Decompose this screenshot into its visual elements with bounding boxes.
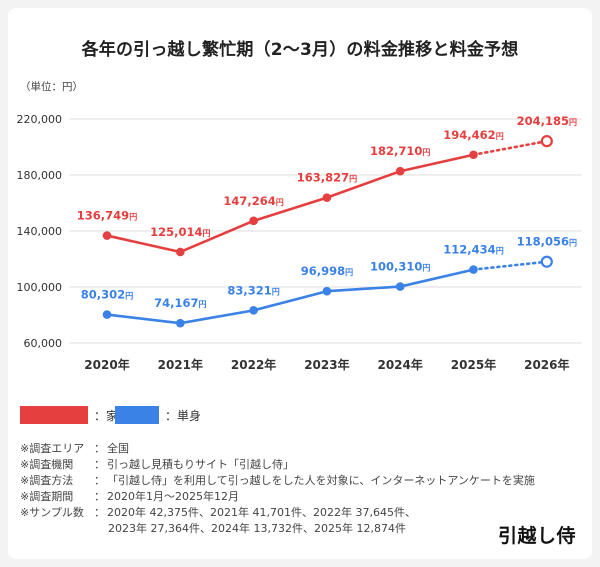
brand-logo: 引越し侍 — [498, 525, 577, 547]
data-label-single: 83,321円 — [227, 283, 279, 297]
data-label-single: 112,434円 — [443, 243, 503, 257]
x-tick-label: 2024年 — [377, 357, 422, 372]
data-point-single — [395, 282, 405, 291]
forecast-line-single — [472, 260, 549, 271]
data-point-single — [249, 306, 258, 315]
legend-item-family: ：家族 — [20, 406, 130, 424]
forecast-line-family — [472, 139, 549, 157]
data-label-family: 125,014円 — [150, 225, 210, 239]
y-tick-label: 180,000 — [17, 169, 63, 182]
data-point-family — [395, 166, 405, 176]
data-point-single — [102, 310, 112, 319]
data-point-family — [249, 216, 258, 226]
survey-notes: ※調査エリア：全国 ※調査機関：引っ越し見積もりサイト「引越し侍」 ※調査方法：… — [20, 441, 535, 537]
data-point-single — [176, 318, 185, 328]
x-tick-label: 2025年 — [451, 357, 496, 372]
note-sample-cont: 2023年 27,364件、2024年 13,732件、2025年 12,874… — [108, 522, 406, 535]
data-label-family: 147,264円 — [223, 194, 283, 208]
y-tick-label: 220,000 — [17, 113, 63, 126]
data-point-family — [322, 193, 332, 202]
data-label-family: 163,827円 — [297, 171, 357, 185]
note-method: ※調査方法：「引越し侍」を利用して引っ越しをした人を対象に、インターネットアンケ… — [20, 474, 535, 487]
data-label-family: 194,462円 — [443, 128, 503, 142]
note-period: ※調査期間： 2020年1月～2025年12月 — [20, 490, 239, 503]
y-tick-label: 100,000 — [17, 281, 63, 294]
data-point-family — [102, 231, 112, 240]
x-tick-label: 2021年 — [158, 357, 203, 372]
data-point-family — [469, 150, 478, 160]
data-label-family: 204,185円 — [517, 114, 577, 128]
unit-label: （単位：円） — [20, 81, 83, 93]
y-tick-label: 140,000 — [17, 225, 63, 238]
series-line-single — [106, 268, 474, 325]
chart-title: 各年の引っ越し繁忙期（2～3月）の料金推移と料金予想 — [81, 40, 519, 60]
forecast-point-single — [540, 255, 553, 268]
note-sample: ※サンプル数： 2020年 42,375件、2021年 41,701件、2022年… — [20, 506, 416, 519]
legend-swatch-single — [115, 406, 159, 424]
data-label-family: 182,710円 — [370, 144, 430, 158]
forecast-point-family — [540, 135, 553, 148]
note-org: ※調査機関：引っ越し見積もりサイト「引越し侍」 — [20, 458, 294, 471]
x-tick-label: 2026年 — [524, 357, 569, 372]
series-line-family — [106, 153, 474, 254]
chart-card — [8, 8, 592, 559]
legend-item-single: ：単身 — [115, 406, 201, 424]
data-label-single: 80,302円 — [81, 288, 133, 302]
x-tick-label: 2020年 — [84, 357, 129, 372]
data-point-single — [322, 286, 332, 296]
x-tick-label: 2022年 — [231, 357, 276, 372]
data-label-family: 136,749円 — [77, 209, 137, 223]
data-label-single: 118,056円 — [517, 235, 577, 249]
data-point-single — [469, 265, 478, 274]
note-area: ※調査エリア：全国 — [20, 442, 129, 455]
y-tick-label: 60,000 — [24, 337, 63, 350]
legend-swatch-family — [20, 406, 88, 424]
data-label-single: 100,310円 — [370, 260, 430, 274]
data-label-single: 74,167円 — [154, 296, 206, 310]
data-point-family — [176, 247, 185, 257]
x-tick-label: 2023年 — [304, 357, 349, 372]
data-label-single: 96,998円 — [301, 264, 353, 278]
legend-label-single: ：単身 — [165, 408, 202, 423]
